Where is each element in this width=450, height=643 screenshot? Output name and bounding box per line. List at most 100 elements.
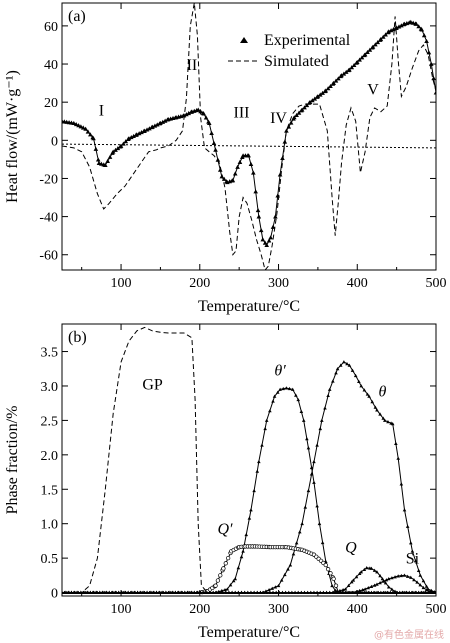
data-point: [257, 459, 261, 464]
data-point: [279, 578, 284, 582]
data-point: [138, 590, 143, 594]
data-point: [215, 157, 221, 162]
data-point: [333, 78, 339, 83]
data-point: [230, 178, 236, 183]
y-tick-label: 20: [44, 96, 58, 111]
data-point: [179, 590, 184, 594]
data-point: [433, 90, 436, 95]
data-point: [91, 136, 96, 141]
data-point: [330, 583, 334, 588]
data-point: [118, 143, 124, 148]
data-point: [136, 131, 142, 136]
data-point: [142, 590, 146, 594]
data-point: [302, 590, 307, 594]
y-tick-label: 3.5: [41, 346, 59, 361]
data-point: [107, 154, 113, 159]
series-Experimental: [62, 19, 436, 248]
data-point: [252, 590, 256, 594]
data-point: [280, 155, 285, 161]
data-point: [94, 590, 99, 594]
data-point: [173, 590, 178, 594]
data-point: [126, 136, 132, 141]
series-label: GP: [142, 376, 163, 393]
data-point: [334, 371, 338, 375]
data-point: [321, 590, 326, 594]
data-point: [369, 566, 374, 570]
data-point: [256, 214, 262, 219]
data-point: [424, 584, 429, 588]
data-point: [347, 67, 352, 72]
data-point: [164, 590, 168, 594]
data-point: [281, 386, 286, 391]
data-point: [239, 554, 244, 559]
data-point: [232, 171, 238, 176]
data-point: [383, 418, 387, 422]
data-point: [83, 126, 88, 131]
data-point: [386, 576, 391, 581]
data-point: [369, 584, 374, 588]
data-point: [277, 590, 282, 594]
data-point: [357, 379, 361, 383]
data-point: [362, 52, 368, 57]
data-point: [154, 122, 160, 127]
data-point: [268, 408, 272, 413]
data-point: [359, 570, 363, 574]
data-point: [255, 208, 261, 213]
data-point: [397, 590, 402, 594]
data-point: [258, 590, 263, 594]
data-point: [347, 363, 352, 367]
data-point: [346, 583, 351, 587]
data-point: [373, 42, 378, 47]
data-point: [158, 120, 163, 125]
y-tick-label: -40: [39, 211, 58, 226]
data-point: [342, 360, 346, 364]
data-point: [160, 590, 165, 594]
data-point: [383, 590, 388, 595]
data-point: [217, 590, 222, 594]
data-point: [383, 32, 388, 37]
data-point: [299, 107, 305, 112]
data-point: [323, 562, 328, 568]
data-point: [260, 237, 266, 242]
panel-label: (a): [68, 8, 86, 25]
data-point: [317, 92, 323, 97]
y-tick-label: 0.5: [41, 552, 59, 567]
data-point: [267, 588, 271, 592]
peak-annotation: III: [234, 104, 250, 121]
data-point: [270, 586, 275, 590]
data-point: [357, 590, 362, 595]
data-point: [115, 146, 121, 151]
data-point: [421, 579, 426, 583]
data-point: [273, 214, 278, 219]
data-point: [367, 590, 371, 595]
data-point: [405, 524, 410, 528]
legend-entry: Simulated: [264, 53, 329, 70]
data-point: [394, 441, 398, 445]
chart-panel-1: 100 200 300 400 500 -60 -40 -20 0 20 40 60 Temperatu…: [4, 2, 447, 315]
data-point: [375, 582, 379, 586]
data-point: [103, 162, 108, 167]
data-point: [147, 126, 152, 131]
data-point: [327, 590, 332, 594]
data-point: [421, 585, 426, 590]
data-point: [104, 590, 108, 594]
data-point: [345, 362, 349, 366]
data-point: [393, 575, 397, 579]
data-point: [331, 80, 336, 85]
data-point: [354, 59, 360, 64]
data-point: [290, 590, 294, 594]
data-point: [323, 406, 327, 410]
data-point: [189, 590, 193, 594]
data-point: [110, 149, 116, 154]
series-Simulated: [62, 3, 436, 270]
data-point: [407, 590, 412, 594]
data-point: [307, 99, 313, 105]
y-tick-label: -20: [39, 172, 58, 187]
data-point: [201, 590, 206, 594]
data-point: [206, 120, 212, 125]
data-point: [410, 590, 415, 594]
data-point: [325, 86, 331, 91]
data-point: [402, 573, 407, 577]
data-point: [170, 590, 175, 594]
data-point: [331, 590, 335, 594]
